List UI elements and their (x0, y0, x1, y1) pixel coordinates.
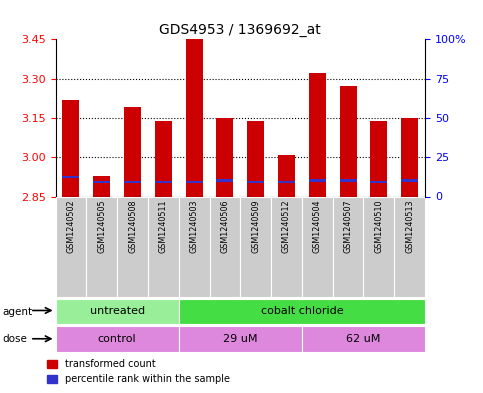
Bar (93, 176, 110, 196)
Bar (302, 326, 425, 352)
Bar (124, 107, 141, 196)
Bar (370, 121, 387, 196)
Bar (185, 181, 202, 184)
Text: GSM1240502: GSM1240502 (67, 200, 75, 253)
Text: GSM1240508: GSM1240508 (128, 200, 137, 253)
Legend: transformed count, percentile rank within the sample: transformed count, percentile rank withi… (43, 356, 234, 388)
Bar (340, 180, 356, 182)
Bar (370, 181, 387, 184)
Text: GSM1240503: GSM1240503 (190, 200, 199, 253)
Bar (155, 121, 172, 196)
Text: GSM1240510: GSM1240510 (374, 200, 384, 253)
Bar (216, 118, 233, 196)
Text: 29 uM: 29 uM (223, 334, 257, 344)
Bar (247, 181, 264, 184)
Bar (155, 181, 172, 184)
Title: GDS4953 / 1369692_at: GDS4953 / 1369692_at (159, 23, 321, 37)
Bar (216, 180, 233, 182)
Bar (401, 118, 418, 196)
Bar (62, 176, 79, 178)
Bar (86, 196, 117, 297)
Text: agent: agent (2, 307, 32, 317)
Bar (278, 154, 295, 196)
Text: GSM1240507: GSM1240507 (343, 200, 353, 253)
Bar (309, 180, 326, 182)
Bar (333, 196, 364, 297)
Bar (364, 196, 394, 297)
Text: 62 uM: 62 uM (346, 334, 381, 344)
Bar (179, 326, 302, 352)
Bar (62, 99, 79, 196)
Bar (278, 181, 295, 184)
Bar (247, 121, 264, 196)
Bar (185, 39, 202, 197)
Text: untreated: untreated (89, 307, 145, 316)
Bar (179, 196, 210, 297)
Text: GSM1240509: GSM1240509 (251, 200, 260, 253)
Bar (210, 196, 240, 297)
Bar (394, 196, 425, 297)
Text: cobalt chloride: cobalt chloride (260, 307, 343, 316)
Bar (124, 181, 141, 184)
Bar (401, 180, 418, 182)
Text: GSM1240513: GSM1240513 (405, 200, 414, 253)
Bar (56, 299, 179, 324)
Bar (93, 181, 110, 184)
Bar (179, 299, 425, 324)
Bar (117, 196, 148, 297)
Bar (148, 196, 179, 297)
Bar (340, 86, 356, 196)
Text: GSM1240504: GSM1240504 (313, 200, 322, 253)
Text: control: control (98, 334, 136, 344)
Text: GSM1240506: GSM1240506 (220, 200, 229, 253)
Text: dose: dose (2, 334, 28, 344)
Bar (271, 196, 302, 297)
Bar (56, 196, 86, 297)
Text: GSM1240512: GSM1240512 (282, 200, 291, 253)
Bar (302, 196, 333, 297)
Bar (309, 73, 326, 196)
Text: GSM1240511: GSM1240511 (159, 200, 168, 253)
Bar (240, 196, 271, 297)
Text: GSM1240505: GSM1240505 (97, 200, 106, 253)
Bar (56, 326, 179, 352)
